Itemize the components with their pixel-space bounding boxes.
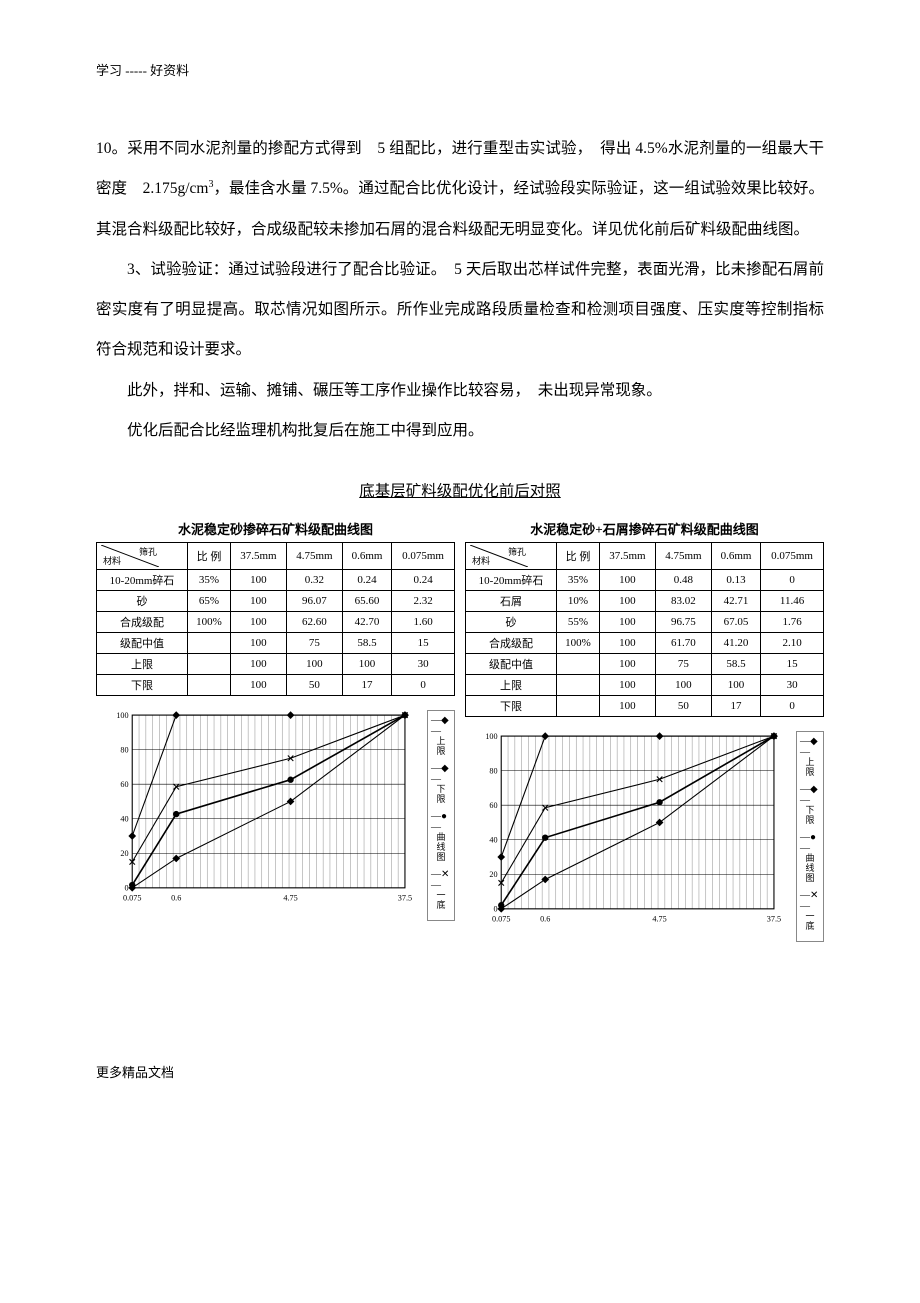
- chart-title-left: 水泥稳定砂掺碎石矿料级配曲线图: [178, 519, 373, 538]
- svg-text:0.075: 0.075: [492, 915, 510, 924]
- svg-text:60: 60: [489, 801, 497, 810]
- svg-text:60: 60: [120, 780, 128, 789]
- body-text: 10。采用不同水泥剂量的掺配方式得到 5 组配比，进行重型击实试验， 得出 4.…: [96, 129, 824, 451]
- svg-text:0: 0: [493, 905, 497, 914]
- svg-text:37.5: 37.5: [767, 915, 781, 924]
- svg-text:0.075: 0.075: [123, 894, 141, 903]
- svg-text:4.75: 4.75: [283, 894, 297, 903]
- svg-text:0.6: 0.6: [540, 915, 550, 924]
- chart-title-right: 水泥稳定砂+石屑掺碎石矿料级配曲线图: [530, 519, 758, 538]
- svg-text:40: 40: [120, 815, 128, 824]
- charts-row: 水泥稳定砂掺碎石矿料级配曲线图 筛孔材料比 例37.5mm4.75mm0.6mm…: [96, 519, 824, 942]
- chart-svg-left: 0 20 40 60 80 100 0.075 0.6 4.75 37.5: [96, 706, 423, 911]
- chart-block-left: 水泥稳定砂掺碎石矿料级配曲线图 筛孔材料比 例37.5mm4.75mm0.6mm…: [96, 519, 455, 942]
- svg-text:0: 0: [124, 884, 128, 893]
- svg-text:0.6: 0.6: [171, 894, 181, 903]
- legend-left: —◆—上限—◆—下限—●—曲线图—✕—一底: [427, 710, 455, 921]
- svg-text:100: 100: [116, 711, 128, 720]
- header-note: 学习 ----- 好资料: [96, 60, 824, 79]
- section-title: 底基层矿料级配优化前后对照: [96, 479, 824, 501]
- svg-text:80: 80: [489, 767, 497, 776]
- chart-block-right: 水泥稳定砂+石屑掺碎石矿料级配曲线图 筛孔材料比 例37.5mm4.75mm0.…: [465, 519, 824, 942]
- svg-text:4.75: 4.75: [652, 915, 666, 924]
- svg-text:100: 100: [485, 732, 497, 741]
- legend-right: —◆—上限—◆—下限—●—曲线图—✕—一底: [796, 731, 824, 942]
- table-left: 筛孔材料比 例37.5mm4.75mm0.6mm0.075mm10-20mm碎石…: [96, 542, 455, 696]
- svg-text:40: 40: [489, 836, 497, 845]
- para-1: 10。采用不同水泥剂量的掺配方式得到 5 组配比，进行重型击实试验， 得出 4.…: [96, 129, 824, 250]
- svg-text:37.5: 37.5: [398, 894, 412, 903]
- svg-text:80: 80: [120, 746, 128, 755]
- svg-text:20: 20: [120, 849, 128, 858]
- para-2: 3、试验验证：通过试验段进行了配合比验证。 5 天后取出芯样试件完整，表面光滑，…: [96, 250, 824, 371]
- para-3: 此外，拌和、运输、摊铺、碾压等工序作业操作比较容易， 未出现异常现象。: [96, 371, 824, 411]
- footer-note: 更多精品文档: [96, 1062, 824, 1081]
- para-4: 优化后配合比经监理机构批复后在施工中得到应用。: [96, 411, 824, 451]
- chart-svg-right: 0 20 40 60 80 100 0.075 0.6 4.75 37.5: [465, 727, 792, 932]
- table-right: 筛孔材料比 例37.5mm4.75mm0.6mm0.075mm10-20mm碎石…: [465, 542, 824, 717]
- svg-text:20: 20: [489, 870, 497, 879]
